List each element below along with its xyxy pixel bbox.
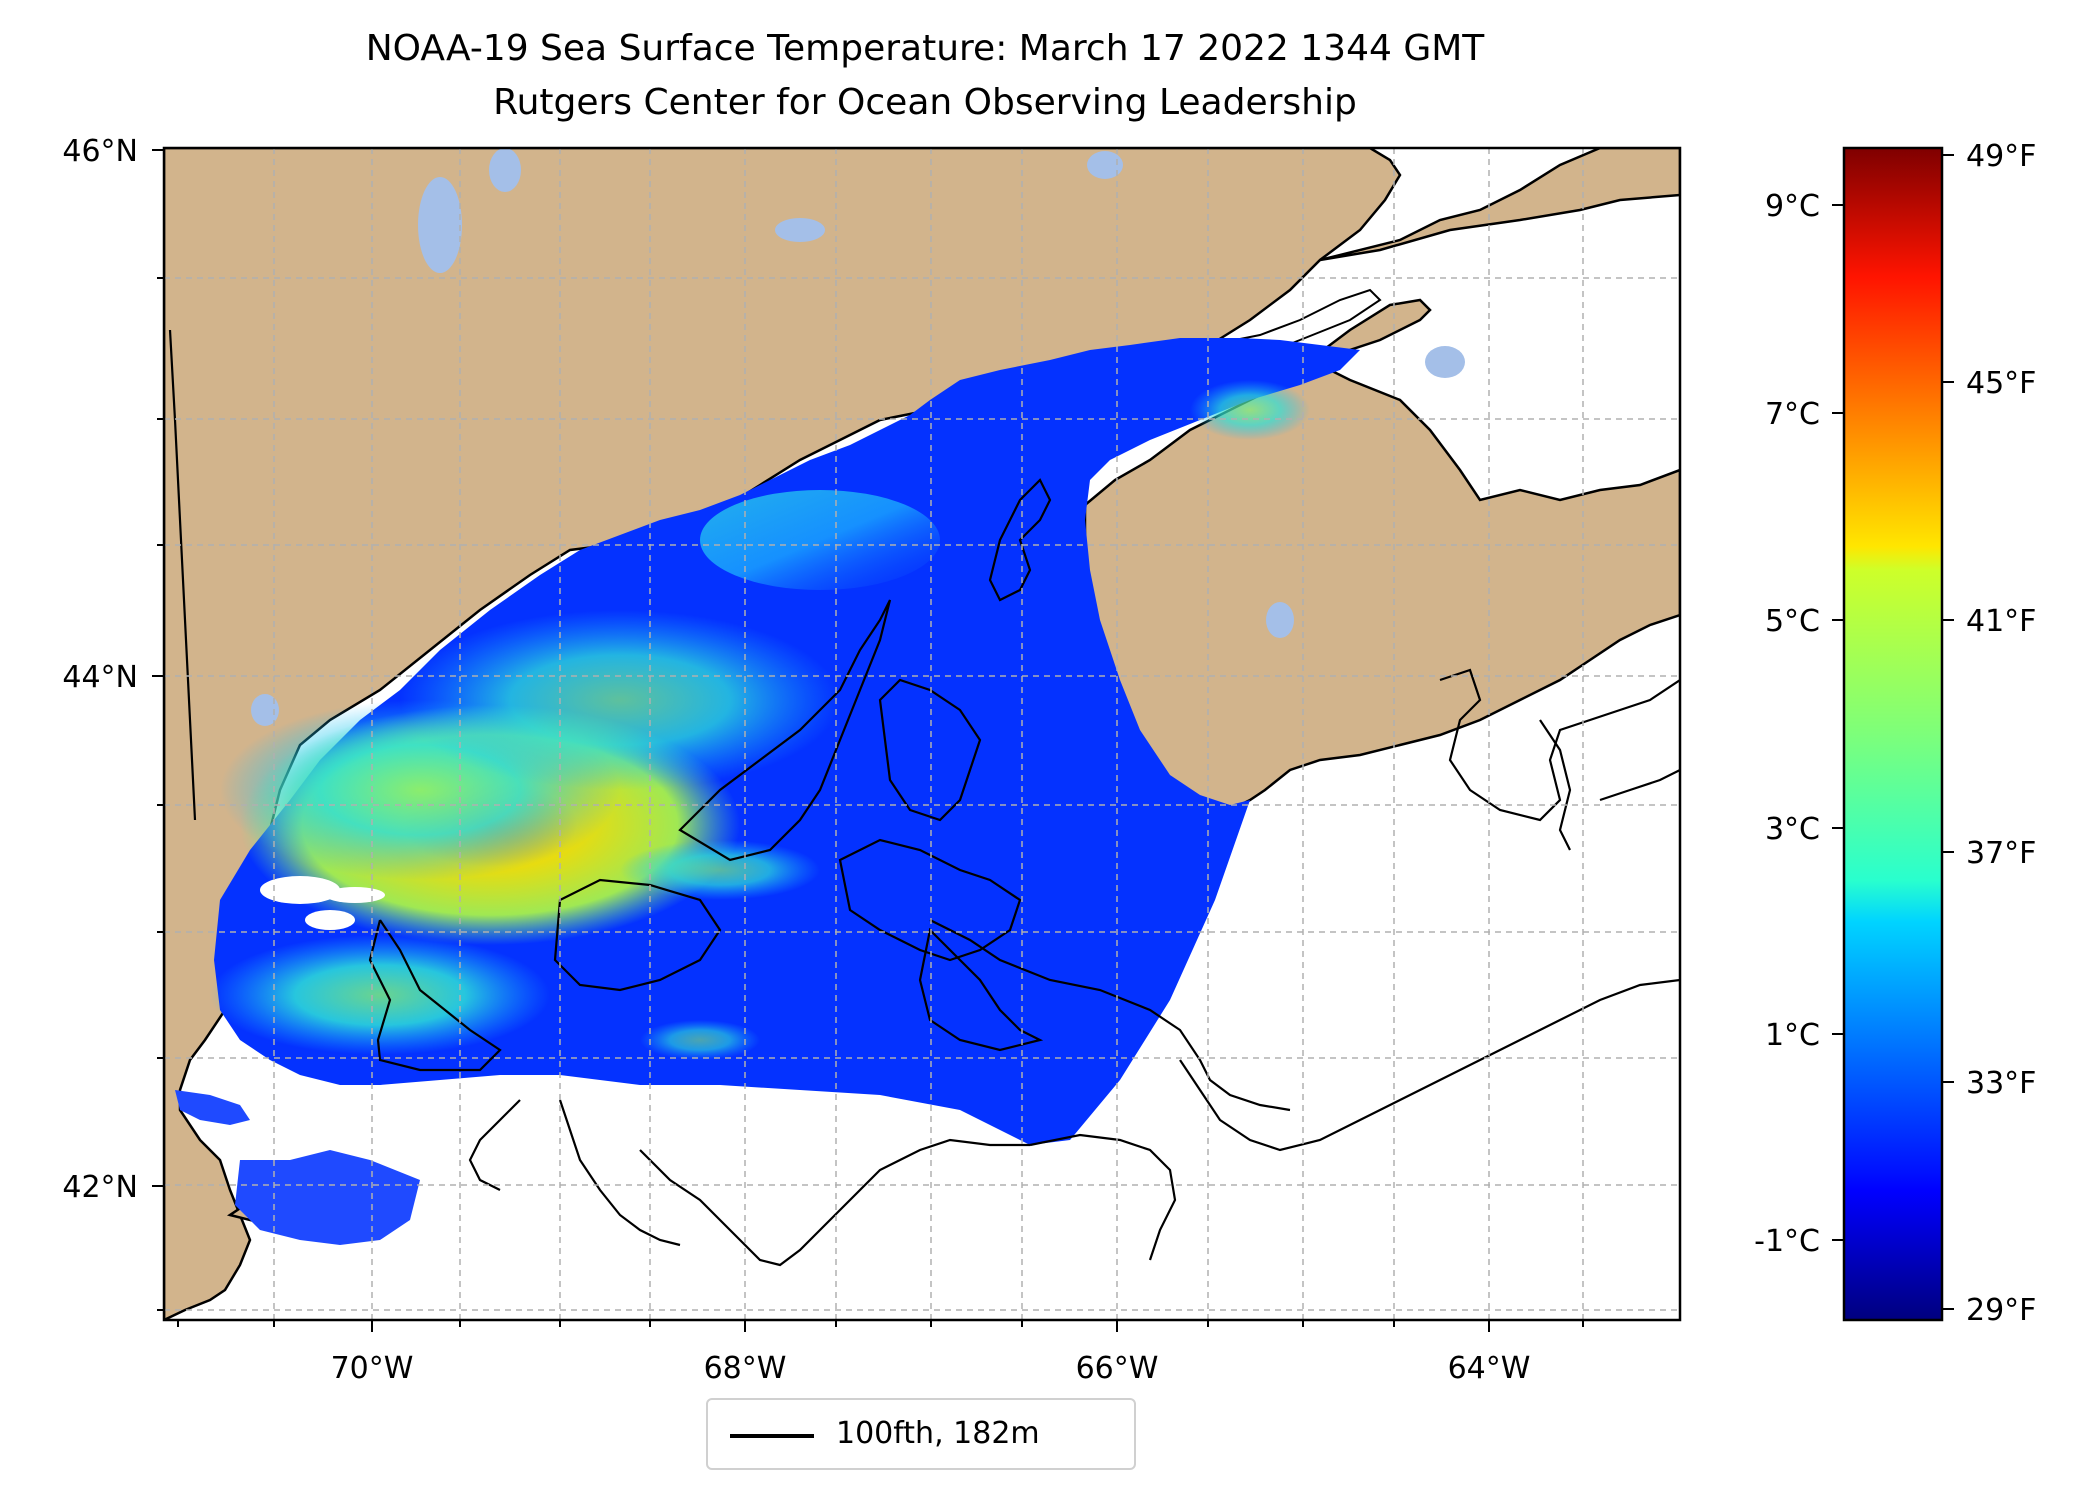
sst-cyan-mid: [400, 610, 840, 790]
contour-100fth: [878, 678, 982, 822]
contour-100fth: [678, 599, 892, 862]
nodata-patch: [325, 887, 385, 903]
gridlines: [164, 148, 1680, 1320]
nodata-patch: [305, 910, 355, 930]
sst-cyan-gom: [640, 1020, 760, 1060]
lat-ticks: [152, 149, 164, 1311]
contour-100fth: [918, 927, 1044, 1052]
colorbar-fahrenheit-label: 49°F: [1966, 139, 2036, 174]
colorbar-celsius-label: 7°C: [1765, 397, 1820, 432]
colorbar-fahrenheit-label: 37°F: [1966, 836, 2036, 871]
colorbar-fahrenheit-label: 41°F: [1966, 604, 2036, 639]
contour-100fth: [988, 478, 1052, 602]
lon-ticks: [177, 1320, 1584, 1332]
legend: 100fth, 182m: [706, 1398, 1136, 1470]
lat-label: 44°N: [62, 660, 138, 695]
contour-100fth: [168, 329, 197, 821]
sst-cyan-center: [620, 840, 820, 900]
contour-100fth: [1539, 719, 1572, 851]
colorbar-ticks: [1832, 154, 1954, 1310]
nodata-patch: [260, 876, 340, 904]
colorbar-celsius-label: 1°C: [1765, 1018, 1820, 1053]
contour-100fth: [639, 1138, 1030, 1267]
colorbar-celsius-label: 9°C: [1765, 189, 1820, 224]
lakes: [251, 148, 1465, 726]
map-area: [164, 148, 1680, 1320]
lake: [1425, 346, 1465, 378]
colorbar-fahrenheit-label: 33°F: [1966, 1066, 2036, 1101]
colorbar-celsius-label: 5°C: [1765, 604, 1820, 639]
bathymetry-contours: [168, 329, 1680, 1267]
sst-cyan-ne: [1190, 380, 1310, 440]
lake: [775, 218, 825, 242]
lat-label: 46°N: [62, 134, 138, 169]
lon-label: 70°W: [331, 1351, 414, 1386]
sst-capecod-north: [175, 1090, 250, 1125]
lon-label: 64°W: [1448, 1351, 1531, 1386]
map-frame: [162, 146, 1682, 1322]
lake: [489, 148, 521, 192]
contour-100fth: [1439, 668, 1680, 822]
colorbar: [1842, 146, 1944, 1322]
lake: [1087, 151, 1123, 179]
colorbar-celsius-label: 3°C: [1765, 812, 1820, 847]
contour-100fth: [1599, 769, 1680, 802]
legend-line-swatch: [730, 1434, 814, 1438]
contour-100fth: [929, 919, 1291, 1112]
lon-label: 68°W: [704, 1351, 787, 1386]
sst-cyan-coast: [700, 490, 940, 590]
colorbar-celsius-label: -1°C: [1754, 1224, 1820, 1259]
lake: [418, 177, 462, 273]
lon-label: 66°W: [1076, 1351, 1159, 1386]
chart-title: NOAA-19 Sea Surface Temperature: March 1…: [365, 28, 1485, 69]
colorbar-fahrenheit-label: 45°F: [1966, 366, 2036, 401]
legend-label: 100fth, 182m: [836, 1416, 1040, 1451]
contour-100fth: [468, 1099, 521, 1191]
colorbar-fahrenheit-label: 29°F: [1966, 1293, 2036, 1328]
land-northeast: [1319, 148, 1680, 262]
lake: [251, 694, 279, 726]
nodata-patches: [260, 876, 385, 930]
contour-100fth: [1179, 978, 1680, 1152]
lake: [1266, 602, 1294, 638]
chart-subtitle: Rutgers Center for Ocean Observing Leade…: [493, 82, 1357, 123]
contour-100fth: [1029, 1133, 1177, 1261]
sst-capecod: [235, 1150, 420, 1245]
contour-100fth: [838, 838, 1022, 962]
contour-100fth: [558, 1099, 681, 1247]
contour-100fth: [553, 878, 722, 992]
contour-100fth: [368, 919, 502, 1072]
lat-label: 42°N: [62, 1170, 138, 1205]
land-new-england: [164, 148, 1402, 1320]
